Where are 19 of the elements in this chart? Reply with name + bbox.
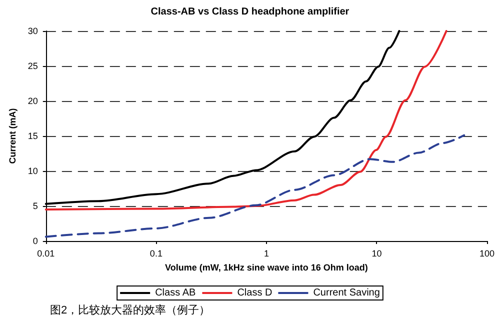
legend-label: Current Saving [313, 288, 380, 298]
x-tick-label: 0.01 [37, 248, 55, 258]
x-axis-title: Volume (mW, 1kHz sine wave into 16 Ohm load) [165, 262, 368, 272]
y-axis-title: Current (mA) [8, 108, 18, 164]
x-tick-label: 1 [264, 248, 269, 258]
y-tick-label: 15 [28, 131, 38, 141]
y-tick-label: 20 [28, 96, 38, 106]
y-tick-label: 25 [28, 61, 38, 71]
legend-label: Class AB [155, 288, 196, 298]
caption: 图2，比较放大器的效率（例子） [50, 304, 210, 316]
legend-label: Class D [237, 288, 272, 298]
y-tick-label: 5 [32, 201, 38, 211]
y-tick-label: 0 [32, 236, 38, 246]
x-tick-label: 100 [479, 248, 495, 258]
y-tick-label: 10 [28, 166, 38, 176]
y-tick-label: 30 [28, 26, 38, 36]
x-tick-label: 0.1 [150, 248, 162, 258]
chart-title: Class-AB vs Class D headphone amplifier [150, 6, 350, 18]
x-tick-label: 10 [372, 248, 382, 258]
